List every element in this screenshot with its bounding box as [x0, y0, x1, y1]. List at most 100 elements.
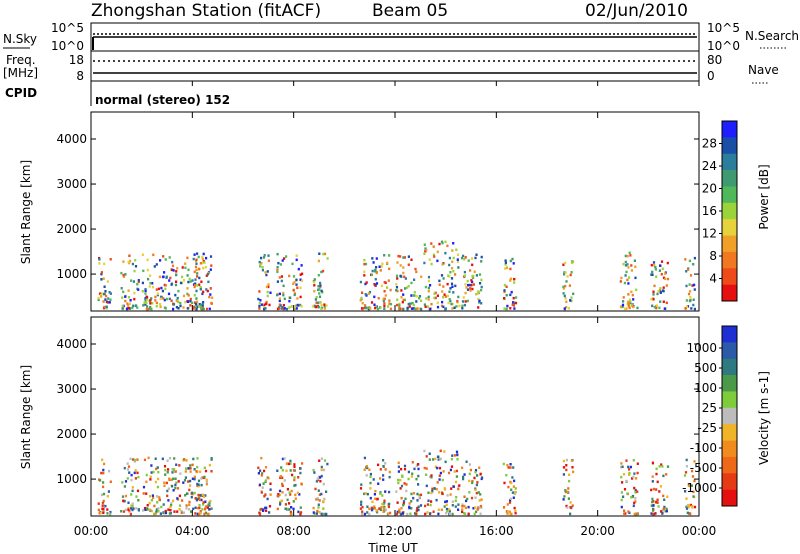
range-gate-cell: [126, 462, 129, 465]
range-gate-cell: [137, 279, 140, 282]
nsearch-tick-bottom: 10^0: [707, 39, 740, 53]
range-gate-cell: [202, 501, 205, 504]
colorbar-swatch: [722, 137, 737, 155]
range-gate-cell: [512, 301, 515, 304]
range-gate-cell: [628, 251, 631, 255]
range-gate-cell: [149, 478, 152, 481]
range-gate-cell: [477, 297, 480, 301]
range-gate-cell: [170, 299, 173, 302]
range-gate-cell: [389, 288, 392, 292]
range-gate-cell: [126, 307, 129, 311]
range-gate-cell: [373, 493, 376, 496]
range-gate-cell: [383, 254, 386, 257]
colorbar-swatch: [722, 153, 737, 171]
range-gate-cell: [401, 300, 404, 304]
range-gate-cell: [478, 499, 481, 502]
range-gate-cell: [291, 473, 294, 477]
range-gate-cell: [162, 503, 165, 506]
range-gate-cell: [442, 285, 445, 288]
range-gate-cell: [133, 471, 136, 475]
range-gate-cell: [360, 483, 363, 486]
colorbar-tick-label: 12: [702, 227, 717, 241]
range-gate-cell: [150, 297, 153, 300]
range-gate-cell: [430, 302, 433, 306]
range-gate-cell: [660, 260, 664, 263]
range-gate-cell: [276, 469, 279, 472]
range-gate-cell: [418, 295, 422, 298]
range-gate-cell: [99, 479, 102, 482]
range-gate-cell: [132, 280, 135, 283]
range-gate-cell: [412, 294, 416, 297]
velocity-panel-frame: [90, 316, 700, 517]
range-gate-cell: [436, 294, 439, 297]
range-gate-cell: [378, 265, 381, 268]
range-gate-cell: [457, 487, 460, 491]
freq-panel-frame: [90, 50, 700, 82]
range-gate-cell: [145, 480, 148, 484]
range-gate-cell: [325, 304, 328, 307]
range-gate-cell: [380, 265, 383, 268]
range-gate-cell: [467, 505, 470, 509]
range-gate-cell: [298, 493, 301, 496]
range-gate-cell: [570, 299, 573, 303]
range-gate-cell: [181, 499, 184, 502]
range-gate-cell: [166, 459, 169, 462]
range-gate-cell: [382, 459, 385, 462]
range-gate-cell: [198, 498, 201, 502]
range-gate-cell: [454, 499, 457, 502]
range-gate-cell: [509, 499, 512, 502]
range-gate-cell: [448, 298, 451, 301]
range-gate-cell: [509, 307, 512, 310]
colorbar-tick-label: -100: [690, 441, 717, 455]
range-gate-cell: [662, 289, 665, 292]
range-gate-cell: [183, 479, 187, 482]
range-gate-cell: [690, 484, 693, 487]
range-gate-cell: [359, 507, 362, 510]
colorbar-frame: [721, 325, 738, 507]
range-gate-cell: [692, 263, 695, 266]
range-gate-cell: [427, 499, 430, 502]
range-gate-cell: [399, 307, 402, 311]
range-gate-cell: [438, 474, 441, 477]
range-gate-cell: [130, 478, 133, 482]
range-gate-cell: [480, 285, 483, 289]
range-gate-cell: [378, 507, 381, 511]
range-gate-cell: [448, 512, 451, 516]
range-gate-cell: [632, 298, 635, 301]
range-gate-cell: [570, 459, 573, 462]
range-gate-cell: [99, 511, 102, 515]
range-gate-cell: [155, 301, 158, 305]
range-gate-cell: [413, 307, 416, 310]
range-gate-cell: [458, 484, 461, 487]
range-gate-cell: [467, 512, 470, 516]
range-gate-cell: [103, 305, 106, 309]
range-gate-cell: [395, 274, 399, 278]
range-gate-cell: [626, 278, 629, 282]
range-gate-cell: [397, 461, 400, 465]
range-gate-cell: [179, 304, 182, 308]
range-gate-cell: [152, 470, 155, 474]
range-gate-cell: [432, 510, 435, 513]
range-gate-cell: [196, 506, 199, 510]
range-gate-cell: [388, 299, 391, 302]
range-gate-cell: [565, 468, 568, 472]
range-gate-cell: [174, 293, 177, 297]
nave-tick-top: 80: [707, 53, 722, 67]
range-gate-cell: [145, 473, 148, 477]
range-gate-cell: [137, 508, 140, 511]
range-gate-cell: [513, 277, 516, 281]
range-gate-cell: [471, 481, 474, 485]
range-gate-cell: [440, 240, 444, 244]
range-gate-cell: [569, 501, 572, 504]
range-gate-cell: [120, 287, 123, 290]
range-gate-cell: [503, 283, 506, 287]
range-gate-cell: [197, 483, 200, 486]
range-gate-cell: [441, 492, 444, 495]
range-gate-cell: [388, 302, 391, 305]
range-gate-cell: [365, 306, 368, 310]
range-gate-cell: [395, 512, 398, 516]
range-gate-cell: [281, 469, 284, 472]
range-gate-cell: [174, 283, 178, 287]
range-gate-cell: [291, 262, 294, 266]
